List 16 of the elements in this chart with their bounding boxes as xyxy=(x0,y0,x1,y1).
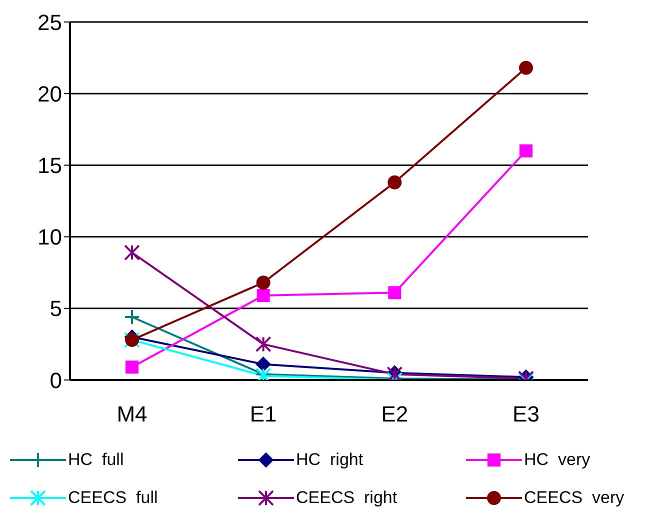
legend-label: HC right xyxy=(296,450,364,470)
y-tick-label: 0 xyxy=(50,368,62,393)
x-tick-label: E1 xyxy=(250,402,277,427)
x-tick-label: M4 xyxy=(116,402,148,427)
x-tick-label: E2 xyxy=(381,402,408,427)
y-tick-label: 5 xyxy=(50,296,62,322)
legend-label: HC full xyxy=(68,450,124,470)
y-tick-label: 10 xyxy=(38,224,62,250)
y-tick-label: 20 xyxy=(38,81,62,106)
y-tick-label: 25 xyxy=(38,10,62,35)
legend-label: HC very xyxy=(524,450,590,470)
y-tick-label: 15 xyxy=(38,153,62,178)
legend-label: CEECS very xyxy=(524,488,624,508)
legend-label: CEECS right xyxy=(296,488,398,508)
legend-label: CEECS full xyxy=(68,488,158,508)
x-tick-label: E3 xyxy=(512,402,540,427)
